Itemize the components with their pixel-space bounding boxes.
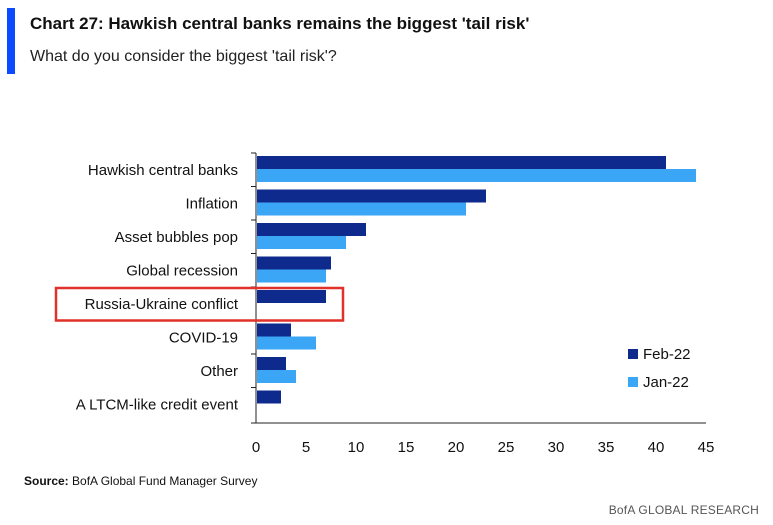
bar-jan-22: [257, 269, 326, 283]
bar-feb-22: [257, 323, 291, 337]
category-label: Inflation: [185, 195, 238, 212]
category-label: Russia-Ukraine conflict: [85, 296, 239, 313]
title-accent-bar: [7, 8, 15, 74]
bar-feb-22: [257, 189, 486, 203]
bar-feb-22: [257, 256, 331, 270]
category-label: COVID-19: [169, 329, 238, 346]
source-note: Source: BofA Global Fund Manager Survey: [24, 474, 257, 488]
bar-feb-22: [257, 390, 281, 404]
x-tick-label: 15: [398, 439, 415, 456]
bar-feb-22: [257, 290, 326, 303]
legend-label-feb-22: Feb-22: [643, 346, 691, 363]
source-text: BofA Global Fund Manager Survey: [68, 474, 258, 488]
x-tick-label: 20: [448, 439, 465, 456]
chart-title: Chart 27: Hawkish central banks remains …: [30, 14, 530, 33]
x-tick-label: 25: [498, 439, 515, 456]
x-tick-label: 45: [698, 439, 715, 456]
x-tick-label: 30: [548, 439, 565, 456]
bar-jan-22: [257, 370, 296, 383]
bar-jan-22: [257, 202, 466, 216]
legend-label-jan-22: Jan-22: [643, 374, 689, 391]
x-tick-label: 0: [252, 439, 260, 456]
category-label: Asset bubbles pop: [115, 229, 238, 246]
bar-jan-22: [257, 336, 316, 350]
bar-jan-22: [257, 169, 696, 182]
x-tick-label: 10: [348, 439, 365, 456]
bar-feb-22: [257, 223, 366, 236]
legend-swatch-feb-22: [628, 349, 638, 359]
bar-feb-22: [257, 156, 666, 169]
category-label: Global recession: [126, 262, 238, 279]
x-tick-label: 35: [598, 439, 615, 456]
bar-chart: Hawkish central banks Inflation Asset bubb…: [54, 152, 715, 456]
category-label: Other: [200, 363, 238, 380]
x-tick-label: 40: [648, 439, 665, 456]
category-label: Hawkish central banks: [88, 162, 238, 179]
bar-feb-22: [257, 357, 286, 370]
brand-footer: BofA GLOBAL RESEARCH: [608, 503, 759, 517]
x-tick-label: 5: [302, 439, 310, 456]
category-label: A LTCM-like credit event: [76, 396, 239, 413]
chart-subtitle: What do you consider the biggest 'tail r…: [30, 48, 337, 65]
highlight-box: [54, 286, 345, 322]
source-label: Source:: [24, 474, 69, 488]
bar-jan-22: [257, 236, 346, 249]
legend-swatch-jan-22: [628, 377, 638, 387]
